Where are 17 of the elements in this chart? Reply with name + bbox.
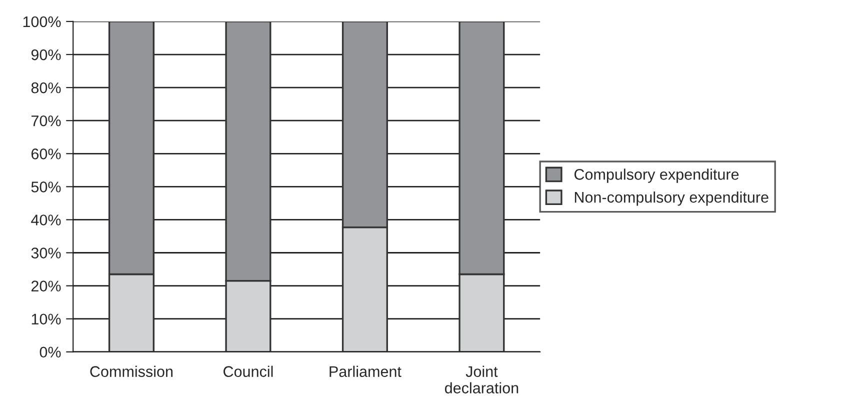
y-tick-label: 0% <box>40 346 61 358</box>
y-tick-label: 40% <box>31 214 61 226</box>
x-tick-label: Commission <box>90 366 173 377</box>
y-tick-label: 80% <box>31 82 61 94</box>
y-tick-label: 30% <box>31 248 61 258</box>
x-tick-label: Joint declaration <box>444 366 518 394</box>
legend-label: Non-compulsory expenditure <box>574 191 768 206</box>
x-tick-label: Council <box>224 366 273 377</box>
legend-label: Compulsory expenditure <box>574 168 739 183</box>
y-tick-label: 100% <box>23 16 61 28</box>
y-tick-label: 50% <box>31 182 61 192</box>
y-tick-label: 10% <box>32 314 61 325</box>
y-tick-label: 70% <box>32 115 61 126</box>
y-tick-label: 60% <box>31 148 61 160</box>
y-tick-label: 20% <box>31 280 61 292</box>
x-tick-label: Parliament <box>330 366 402 377</box>
y-tick-label: 90% <box>31 49 61 60</box>
